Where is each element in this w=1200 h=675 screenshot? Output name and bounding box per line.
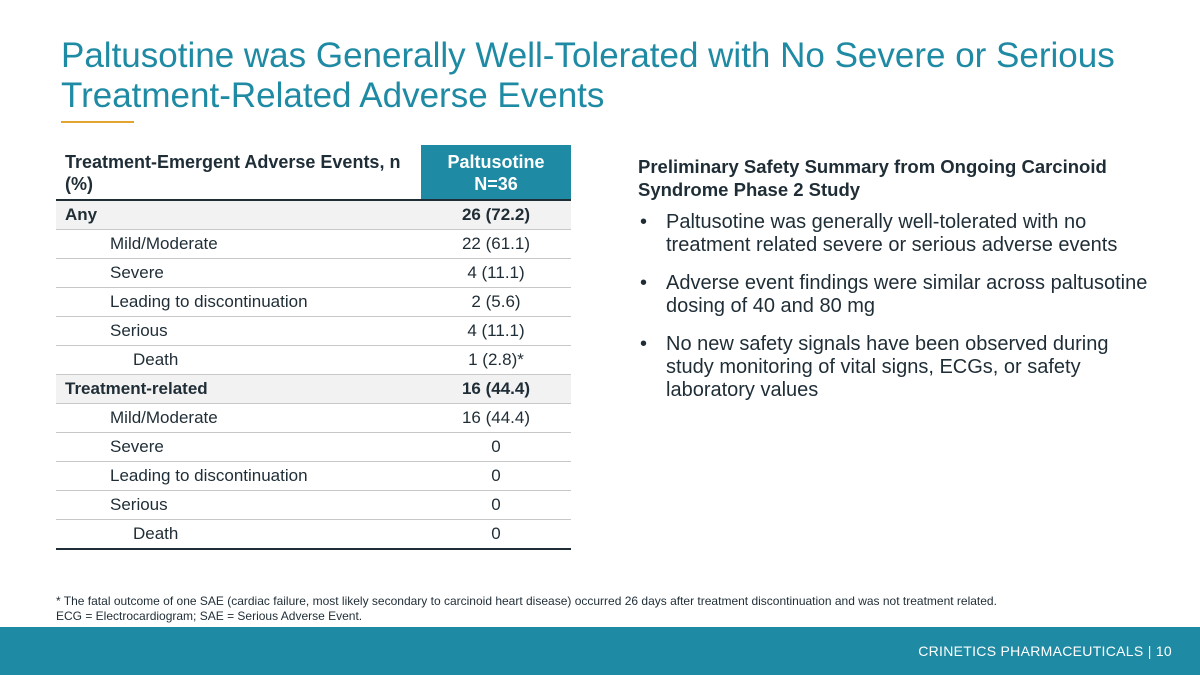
bullet-dot-icon: • [640, 211, 648, 233]
title-underline [61, 121, 134, 123]
row-label: Serious [56, 490, 421, 520]
table-row: Leading to discontinuation 2 (5.6) [56, 287, 571, 317]
table-row: Mild/Moderate 16 (44.4) [56, 403, 571, 433]
row-label: Leading to discontinuation [56, 461, 421, 491]
table-row: Severe 4 (11.1) [56, 258, 571, 288]
row-value: 16 (44.4) [421, 374, 571, 404]
summary-bullet: • Adverse event findings were similar acr… [638, 272, 1158, 318]
footnote-abbreviations: ECG = Electrocardiogram; SAE = Serious A… [56, 609, 363, 623]
row-label: Severe [56, 432, 421, 462]
adverse-events-table: Treatment-Emergent Adverse Events, n (%)… [56, 145, 571, 550]
row-value: 16 (44.4) [421, 403, 571, 433]
row-label: Severe [56, 258, 421, 288]
row-value: 0 [421, 490, 571, 520]
table-row: Serious 4 (11.1) [56, 316, 571, 346]
footer-company-page: CRINETICS PHARMACEUTICALS | 10 [918, 643, 1172, 659]
bullet-text: Paltusotine was generally well-tolerated… [666, 211, 1118, 256]
footnote: * The fatal outcome of one SAE (cardiac … [56, 594, 1176, 624]
header-col-name: Paltusotine [447, 152, 545, 172]
table-body: Any 26 (72.2) Mild/Moderate 22 (61.1) Severe… [56, 200, 571, 550]
row-value: 4 (11.1) [421, 258, 571, 288]
row-label: Serious [56, 316, 421, 346]
table-row: Serious 0 [56, 490, 571, 520]
bullet-dot-icon: • [640, 272, 648, 294]
row-label: Leading to discontinuation [56, 287, 421, 317]
bullet-text: No new safety signals have been observed… [666, 333, 1109, 401]
table-row: Treatment-related 16 (44.4) [56, 374, 571, 404]
row-value: 2 (5.6) [421, 287, 571, 317]
header-col-n: N=36 [474, 174, 518, 194]
row-value: 22 (61.1) [421, 229, 571, 259]
table-header-label: Treatment-Emergent Adverse Events, n (%) [65, 152, 401, 194]
slide-title: Paltusotine was Generally Well-Tolerated… [61, 36, 1115, 115]
table-row: Death 0 [56, 519, 571, 550]
summary-heading: Preliminary Safety Summary from Ongoing … [638, 156, 1107, 200]
row-label: Mild/Moderate [56, 229, 421, 259]
footer-bar: CRINETICS PHARMACEUTICALS | 10 [0, 627, 1200, 675]
row-label: Death [56, 519, 421, 550]
row-value: 0 [421, 432, 571, 462]
row-label: Treatment-related [56, 374, 421, 404]
summary-bullets: • Paltusotine was generally well-tolerate… [638, 211, 1158, 402]
row-value: 4 (11.1) [421, 316, 571, 346]
footnote-line: * The fatal outcome of one SAE (cardiac … [56, 594, 997, 608]
safety-summary: Preliminary Safety Summary from Ongoing … [638, 155, 1158, 417]
summary-bullet: • No new safety signals have been observe… [638, 333, 1158, 402]
row-label: Any [56, 200, 421, 230]
row-value: 0 [421, 461, 571, 491]
table-header-row: Treatment-Emergent Adverse Events, n (%)… [56, 145, 571, 200]
bullet-dot-icon: • [640, 333, 648, 355]
bullet-text: Adverse event findings were similar acro… [666, 272, 1148, 317]
row-label: Mild/Moderate [56, 403, 421, 433]
row-value: 26 (72.2) [421, 200, 571, 230]
table-header-paltusotine: Paltusotine N=36 [421, 145, 571, 200]
table-row: Death 1 (2.8)* [56, 345, 571, 375]
table-row: Severe 0 [56, 432, 571, 462]
row-value: 1 (2.8)* [421, 345, 571, 375]
row-value: 0 [421, 519, 571, 550]
summary-bullet: • Paltusotine was generally well-tolerate… [638, 211, 1158, 257]
table-row: Leading to discontinuation 0 [56, 461, 571, 491]
table-row: Any 26 (72.2) [56, 200, 571, 230]
row-label: Death [56, 345, 421, 375]
table-row: Mild/Moderate 22 (61.1) [56, 229, 571, 259]
